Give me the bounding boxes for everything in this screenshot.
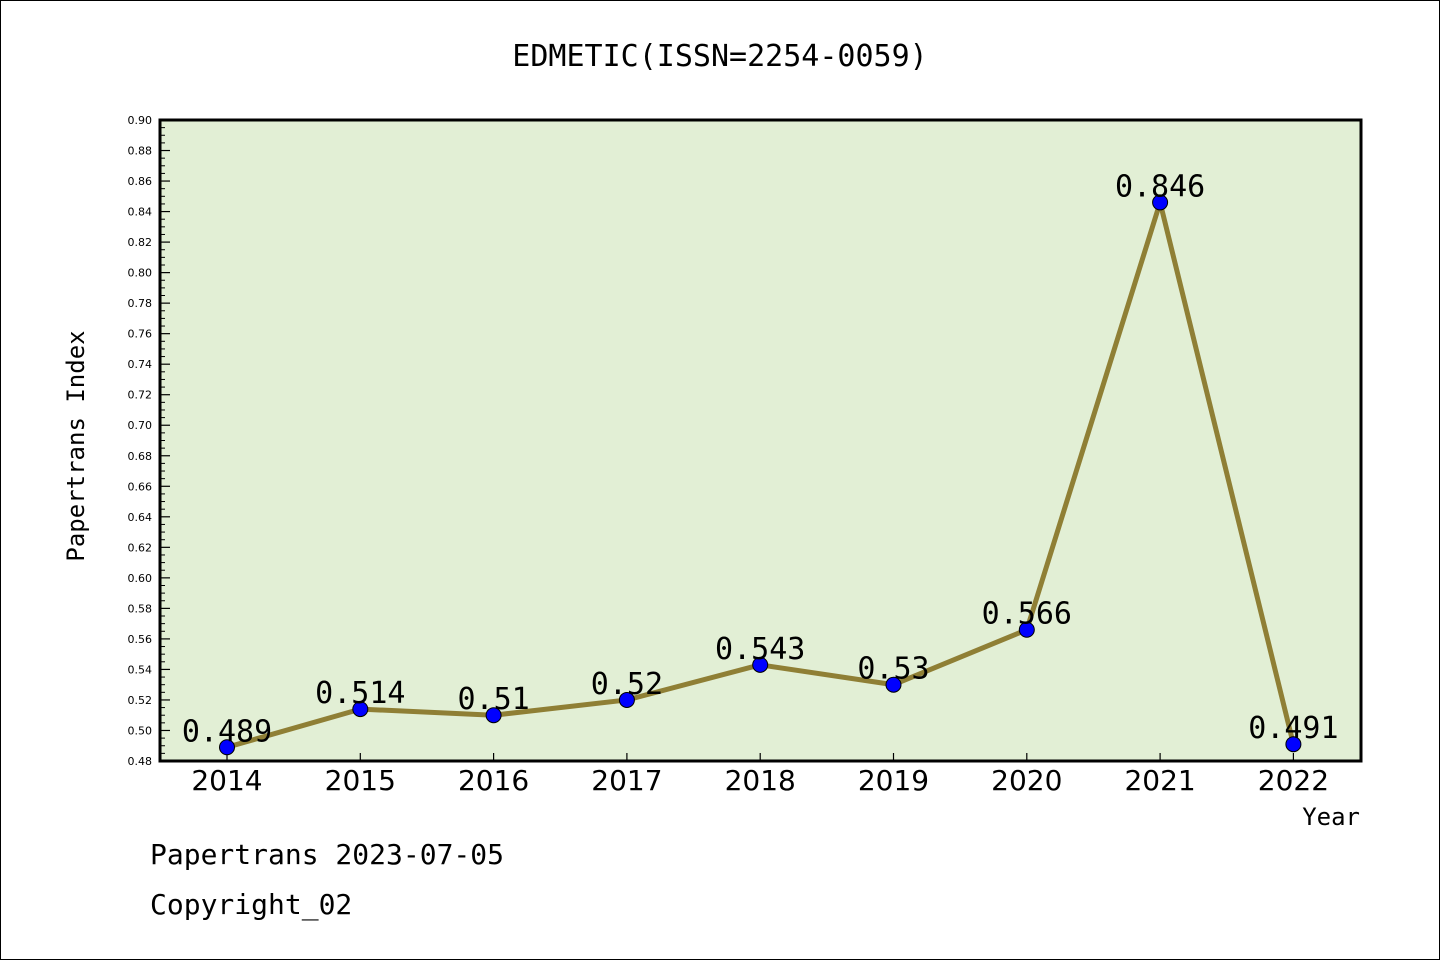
- y-tick-label: 0.86: [128, 175, 153, 188]
- data-label: 0.491: [1248, 711, 1338, 746]
- y-tick-label: 0.82: [128, 236, 153, 249]
- y-tick-label: 0.56: [128, 633, 153, 646]
- x-axis-title: Year: [1302, 803, 1360, 831]
- y-axis: 0.48 0.50 0.52 0.54 0.56 0.58 0.60 0.62 0.64 0.66…: [128, 114, 170, 768]
- y-tick-label: 0.76: [128, 328, 153, 341]
- data-labels: 0.489 0.514 0.51 0.52 0.543 0.53 0.566 0.846 0.4…: [182, 169, 1339, 749]
- x-tick-label: 2014: [191, 764, 262, 797]
- y-tick-label: 0.48: [128, 755, 153, 768]
- x-tick-label: 2016: [458, 764, 529, 797]
- y-tick-label: 0.64: [128, 511, 153, 524]
- data-point: [1018, 621, 1035, 638]
- y-tick-label: 0.58: [128, 602, 153, 615]
- y-tick-label: 0.84: [128, 206, 153, 219]
- data-label: 0.52: [591, 667, 663, 702]
- data-point: [352, 701, 369, 718]
- y-axis-title: Papertrans Index: [62, 330, 90, 561]
- y-tick-label: 0.80: [128, 267, 153, 280]
- data-label: 0.846: [1115, 169, 1205, 204]
- data-points: [219, 194, 1302, 756]
- data-label: 0.543: [715, 632, 805, 667]
- y-tick-label: 0.88: [128, 145, 153, 158]
- data-point: [752, 656, 769, 673]
- y-tick-label: 0.68: [128, 450, 153, 463]
- data-point: [485, 707, 502, 724]
- footer-date: Papertrans 2023-07-05: [150, 838, 504, 871]
- data-point: [618, 691, 635, 708]
- data-label: 0.514: [315, 676, 405, 711]
- data-label: 0.51: [457, 682, 529, 717]
- x-axis: 2014 2015 2016 2017 2018 2019 2020 2021 2022: [191, 753, 1329, 797]
- y-tick-label: 0.54: [128, 663, 153, 676]
- footer-copyright: Copyright_02: [150, 888, 352, 922]
- y-tick-label: 0.78: [128, 297, 153, 310]
- data-point: [1152, 194, 1169, 211]
- plot-area: [160, 120, 1361, 761]
- data-label: 0.489: [182, 714, 272, 749]
- y-tick-label: 0.62: [128, 541, 153, 554]
- y-tick-label: 0.74: [128, 358, 153, 371]
- plot-border: [158, 118, 1363, 763]
- data-point: [1285, 736, 1302, 753]
- y-tick-label: 0.66: [128, 480, 153, 493]
- x-tick-label: 2018: [725, 764, 796, 797]
- y-tick-label: 0.72: [128, 389, 153, 402]
- x-tick-label: 2019: [858, 764, 929, 797]
- x-tick-label: 2017: [591, 764, 662, 797]
- data-point: [885, 676, 902, 693]
- data-label: 0.53: [857, 652, 929, 687]
- data-point: [219, 739, 235, 756]
- x-tick-label: 2020: [991, 764, 1062, 797]
- y-tick-label: 0.52: [128, 694, 153, 707]
- x-tick-label: 2015: [325, 764, 396, 797]
- chart-title: EDMETIC(ISSN=2254-0059): [512, 39, 927, 74]
- y-tick-label: 0.60: [128, 572, 153, 585]
- x-tick-label: 2022: [1258, 764, 1329, 797]
- y-tick-label: 0.90: [128, 114, 153, 127]
- data-label: 0.566: [982, 597, 1072, 632]
- x-tick-label: 2021: [1124, 764, 1195, 797]
- y-tick-label: 0.50: [128, 724, 153, 737]
- y-tick-label: 0.70: [128, 419, 153, 432]
